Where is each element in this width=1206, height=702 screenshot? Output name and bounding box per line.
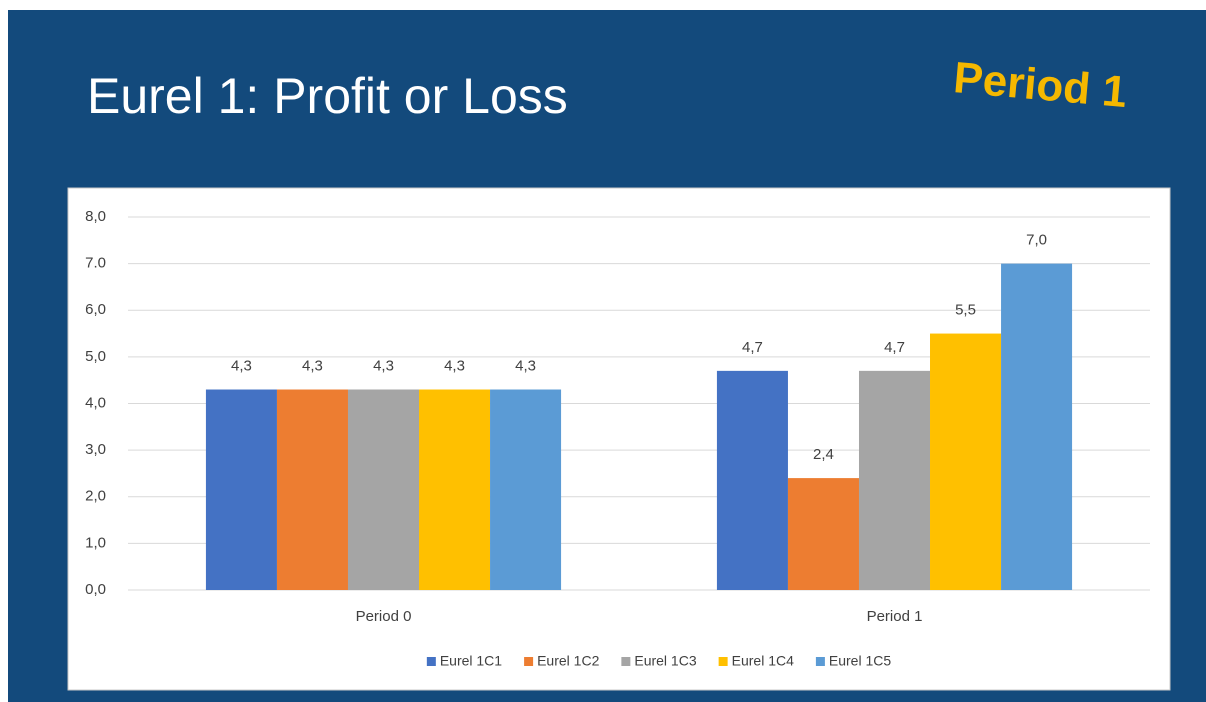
legend-swatch — [621, 657, 631, 666]
data-label: 4,3 — [373, 357, 394, 374]
y-tick-label: 1,0 — [85, 534, 106, 551]
slide-title: Eurel 1: Profit or Loss — [87, 68, 568, 124]
legend-swatch — [718, 657, 728, 666]
bar — [930, 333, 1002, 590]
legend-label: Eurel 1C5 — [829, 653, 891, 669]
bar — [419, 389, 491, 590]
data-label: 4,7 — [742, 339, 763, 356]
legend-swatch — [426, 657, 436, 666]
y-tick-label: 2,0 — [85, 488, 106, 505]
x-tick-label: Period 1 — [867, 608, 923, 625]
legend-swatch — [524, 657, 534, 666]
y-tick-label: 7.0 — [85, 255, 106, 272]
bar — [858, 370, 931, 590]
data-label: 4,3 — [231, 357, 252, 374]
bar — [787, 478, 859, 590]
y-tick-label: 5,0 — [85, 348, 106, 365]
data-label: 2,4 — [813, 446, 834, 463]
y-tick-label: 8,0 — [85, 208, 106, 225]
y-tick-label: 3,0 — [85, 441, 106, 458]
data-label: 5,5 — [955, 302, 976, 319]
data-label: 4,7 — [884, 339, 905, 356]
legend-label: Eurel 1C3 — [634, 653, 696, 669]
data-label: 4,3 — [515, 357, 536, 374]
legend-label: Eurel 1C4 — [732, 653, 794, 669]
y-tick-label: 4,0 — [85, 394, 106, 411]
bar — [205, 389, 277, 590]
legend-label: Eurel 1C1 — [440, 653, 502, 669]
data-label: 4,3 — [302, 357, 323, 374]
y-tick-label: 0,0 — [85, 581, 106, 598]
legend-swatch — [815, 657, 825, 666]
legend-label: Eurel 1C2 — [537, 653, 599, 669]
y-tick-label: 6,0 — [85, 301, 106, 318]
bar — [347, 389, 420, 590]
x-tick-label: Period 0 — [356, 608, 412, 625]
data-label: 4,3 — [444, 357, 465, 374]
bar — [276, 389, 348, 590]
bar — [716, 370, 788, 590]
bar — [1001, 263, 1073, 590]
bar — [490, 389, 562, 590]
data-label: 7,0 — [1026, 232, 1047, 249]
